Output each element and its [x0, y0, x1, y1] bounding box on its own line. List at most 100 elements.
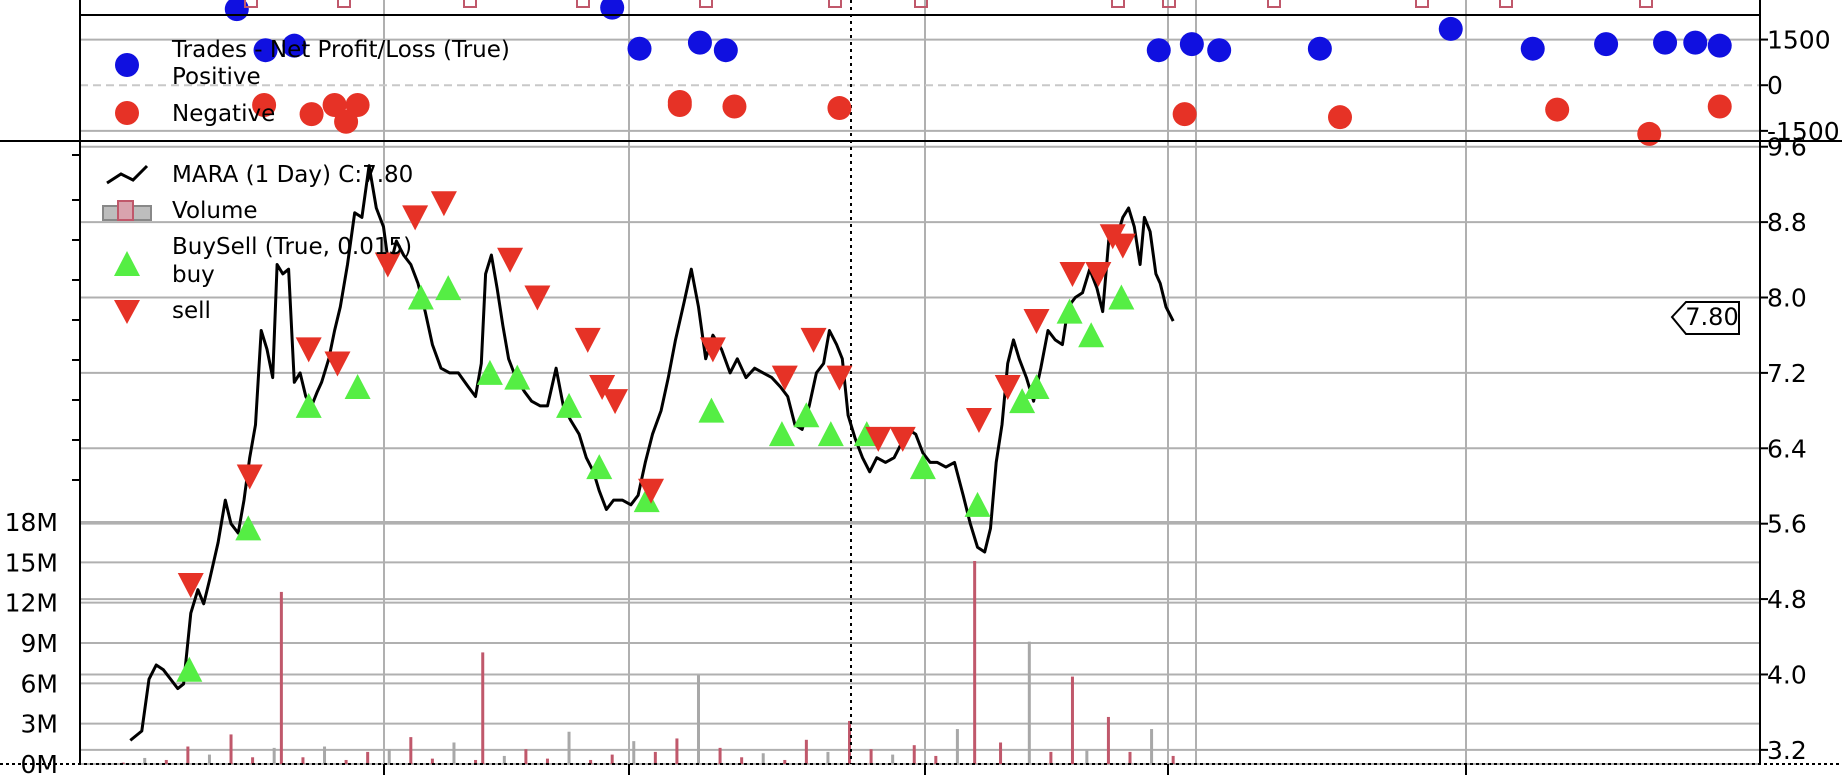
volume-bar [409, 737, 413, 764]
trade-negative-marker [722, 94, 747, 119]
volume-bar [696, 675, 700, 764]
volume-bar [164, 759, 168, 764]
cut-marker [576, 0, 590, 8]
volume-tick-label: 3M [21, 710, 58, 739]
sell-marker [1023, 309, 1050, 335]
volume-bar [610, 754, 614, 764]
price-tick-label: 3.2 [1767, 736, 1807, 765]
trade-positive-marker [1520, 36, 1545, 61]
legend-price-line-icon [106, 164, 149, 185]
buy-marker [295, 392, 322, 418]
volume-bar [121, 762, 125, 764]
price-line [129, 164, 1175, 742]
trade-positive-marker [1683, 30, 1708, 55]
volume-bar [301, 757, 305, 764]
volume-bar [272, 747, 276, 764]
volume-tick-label: 18M [5, 508, 58, 537]
trade-negative-marker [345, 93, 370, 117]
trade-negative-marker [322, 93, 347, 117]
last-value-layer: 7.80 [1670, 301, 1740, 335]
volume-tick-label: 12M [5, 589, 58, 618]
buy-marker [407, 284, 434, 310]
cut-marker [699, 0, 713, 8]
volume-bar [1128, 751, 1132, 764]
trade-positive-marker [1146, 38, 1171, 63]
cut-marker [1415, 0, 1429, 8]
volume-bar [1070, 676, 1074, 764]
buy-marker [344, 374, 371, 400]
last-value-box [1670, 301, 1740, 335]
trade-positive-marker [713, 38, 738, 63]
volume-bar [323, 746, 327, 764]
trade-negative-marker [1172, 102, 1197, 127]
buy-marker [793, 402, 820, 428]
sell-marker [497, 247, 524, 273]
trade-positive-marker [627, 36, 652, 61]
sell-marker [865, 426, 892, 452]
sell-marker [1085, 261, 1112, 287]
volume-bar [1106, 716, 1110, 764]
sell-marker [800, 327, 827, 353]
price-tick-label: 4.0 [1767, 660, 1807, 689]
buy-marker [1009, 388, 1036, 414]
trade-positive-marker [687, 30, 712, 55]
volume-bar [804, 739, 808, 764]
last-value-label: 7.80 [1685, 303, 1738, 331]
trade-negative-marker [1707, 94, 1732, 119]
sell-marker [771, 365, 798, 391]
trade-negative-marker [1328, 105, 1352, 130]
volume-tick-label: 15M [5, 548, 58, 577]
volume-bar [366, 751, 370, 764]
legend-sell-label: sell [172, 298, 211, 324]
volume-bar [912, 745, 916, 764]
trade-negative-marker [334, 109, 359, 134]
legend-buysell-label: BuySell (True, 0.015) [172, 234, 412, 260]
volume-bar [761, 753, 765, 764]
volume-bar [891, 754, 895, 764]
trades-tick-label: -1500 [1767, 117, 1840, 146]
legend-layer: Trades - Net Profit/Loss (True) Positive… [102, 37, 510, 324]
sell-marker [889, 426, 916, 452]
price-tick-label: 9.6 [1767, 133, 1807, 162]
volume-bar [740, 757, 744, 764]
sell-marker [994, 375, 1021, 401]
legend-trades-title: Trades - Net Profit/Loss (True) [171, 37, 510, 63]
cut-marker [1111, 0, 1125, 8]
volume-bar [567, 731, 571, 764]
price-layer [129, 0, 1175, 764]
trade-positive-marker [1438, 16, 1463, 41]
volume-bar [1085, 750, 1089, 764]
sell-marker [324, 351, 351, 377]
trade-negative-marker [827, 96, 852, 121]
trade-positive-marker [1707, 33, 1732, 58]
sell-marker [236, 464, 263, 490]
volume-bar [1027, 641, 1031, 764]
volume-bar [143, 757, 147, 764]
cut-marker [1639, 0, 1653, 8]
sell-marker [295, 337, 322, 363]
legend-sell-marker [114, 300, 140, 324]
trade-positive-marker [600, 0, 625, 20]
legend-volume-icon-inner [117, 200, 134, 221]
volume-bar [934, 755, 938, 764]
sell-marker [602, 389, 629, 415]
trade-negative-marker [667, 93, 692, 117]
cut-marker [244, 0, 258, 8]
volume-bar [653, 751, 657, 764]
buy-marker [1078, 322, 1105, 348]
volume-bar [430, 758, 434, 764]
volume-bar [869, 749, 873, 764]
trades-layer [224, 0, 1732, 146]
volume-bar [474, 759, 478, 764]
price-tick-label: 8.8 [1767, 208, 1807, 237]
volume-bar [783, 759, 787, 764]
cut-marker [1499, 0, 1513, 8]
sell-marker [699, 337, 726, 363]
price-tick-label: 6.4 [1767, 434, 1807, 463]
volume-bar [955, 729, 959, 764]
volume-bar [999, 742, 1003, 764]
ticks-layer: 9.6 8.8 8.0 7.2 6.4 5.6 4.8 4.0 3.2 18M 15M 12M 9M 6M… [5, 26, 1840, 779]
sell-marker [1059, 261, 1086, 287]
